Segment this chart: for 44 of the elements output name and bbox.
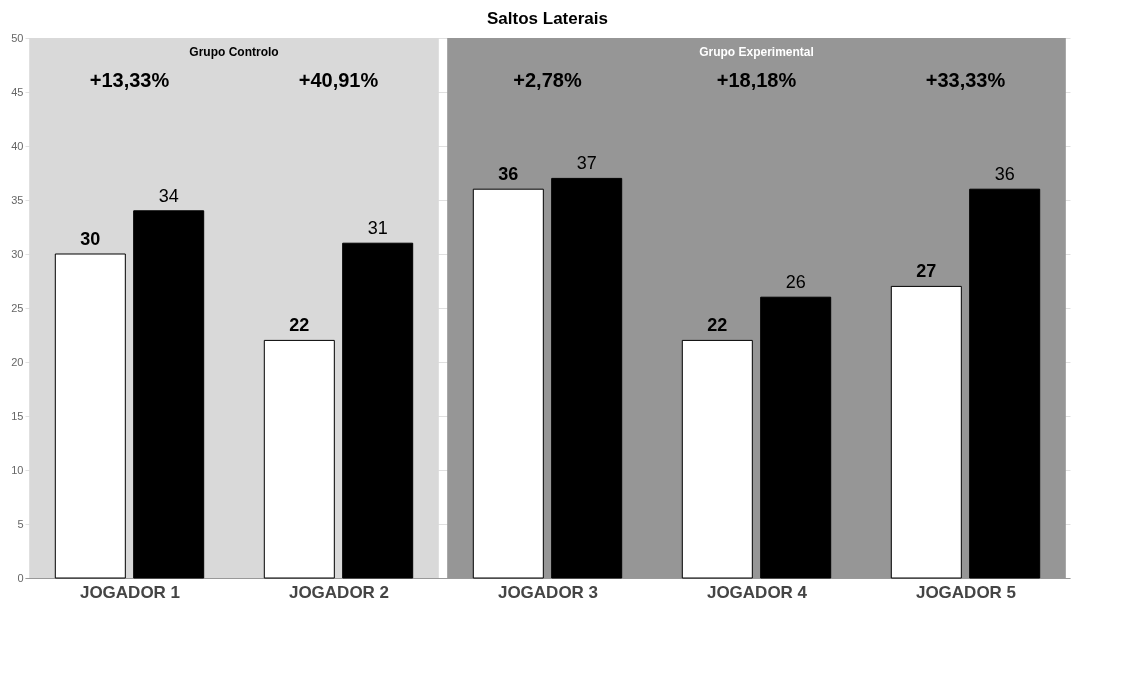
y-tick-label: 25 [11, 301, 24, 314]
bar [551, 177, 623, 579]
data-label: 22 [289, 315, 310, 336]
x-tick-label: JOGADOR 4 [706, 582, 808, 602]
y-tick-label: 40 [11, 139, 24, 152]
data-label: 36 [498, 164, 519, 185]
data-label: 31 [367, 218, 388, 239]
data-label: 37 [576, 153, 597, 174]
x-tick-label: JOGADOR 3 [497, 582, 599, 602]
x-tick-label: JOGADOR 2 [288, 582, 390, 602]
bar [681, 339, 753, 579]
data-label: 34 [158, 185, 179, 206]
data-label: 30 [80, 229, 101, 249]
chart-title: Saltos Laterais [487, 9, 608, 28]
annotation: +40,91% [298, 69, 379, 92]
data-label: 26 [785, 272, 806, 293]
annotation: +13,33% [89, 69, 170, 92]
data-label: 36 [994, 164, 1015, 185]
y-tick-label: 20 [11, 355, 24, 368]
y-tick-label: 45 [11, 85, 24, 98]
bar [890, 285, 962, 579]
y-tick-label: 0 [17, 571, 24, 584]
bar [133, 210, 205, 579]
bar [342, 242, 414, 579]
data-label: 27 [916, 261, 937, 282]
annotation: +18,18% [716, 69, 797, 92]
band-label: Grupo Controlo [189, 44, 279, 59]
bar [969, 188, 1041, 579]
x-tick-label: JOGADOR 5 [915, 582, 1017, 602]
bar [263, 339, 335, 579]
bar [54, 253, 126, 579]
y-tick-label: 15 [11, 409, 24, 422]
y-tick-label: 5 [17, 517, 24, 530]
y-tick-label: 35 [11, 193, 24, 206]
bar [472, 188, 544, 579]
x-tick-label: JOGADOR 1 [79, 582, 181, 602]
annotation: +2,78% [513, 69, 582, 92]
bar [760, 296, 832, 579]
y-tick-label: 30 [11, 247, 24, 260]
band-label: Grupo Experimental [699, 44, 814, 59]
y-tick-label: 50 [11, 31, 24, 44]
annotation: +33,33% [925, 69, 1006, 92]
data-label: 22 [707, 315, 728, 336]
y-tick-label: 10 [11, 463, 24, 476]
